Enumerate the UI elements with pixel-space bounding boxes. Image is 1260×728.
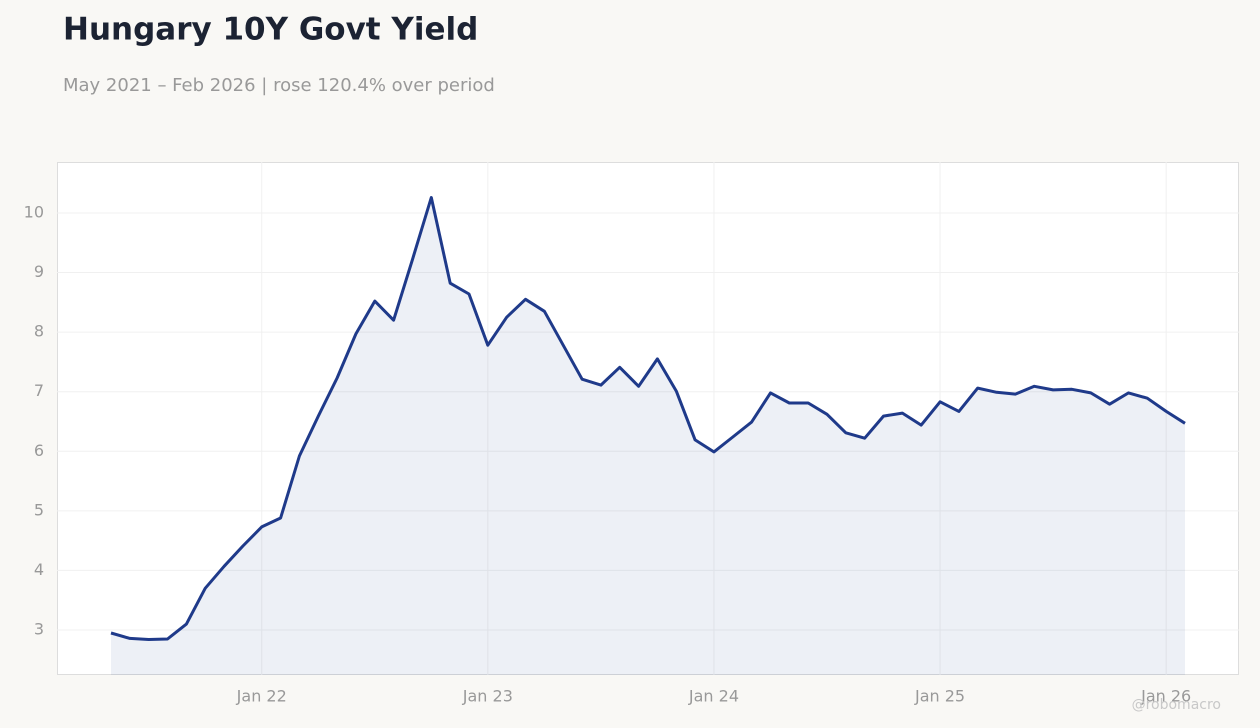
x-tick-label: Jan 26 [1140, 687, 1191, 706]
marks [110, 196, 1186, 675]
y-tick-label: 7 [34, 381, 44, 400]
y-tick-label: 3 [34, 620, 44, 639]
grid: 3 4 5 6 7 8 9 10 Jan 22 Jan 23 Jan 24 Jan 25 Jan 26 [24, 162, 1239, 706]
watermark: @robomacro [1132, 697, 1221, 713]
x-tick-label: Jan 24 [688, 687, 739, 706]
y-tick-label: 8 [34, 322, 44, 341]
x-tick-label: Jan 23 [462, 687, 513, 706]
chart-title: Hungary 10Y Govt Yield [63, 12, 478, 48]
y-tick-label: 5 [34, 500, 44, 519]
area [111, 197, 1185, 675]
y-tick-label: 6 [34, 441, 44, 460]
plot-area [57, 162, 1239, 675]
y-tick-label: 10 [24, 202, 44, 221]
x-tick-label: Jan 25 [914, 687, 965, 706]
line [110, 196, 1186, 641]
y-tick-label: 9 [34, 262, 44, 281]
chart-subtitle: May 2021 – Feb 2026 | rose 120.4% over p… [63, 75, 495, 96]
y-tick-label: 4 [34, 560, 44, 579]
x-tick-label: Jan 22 [236, 687, 287, 706]
